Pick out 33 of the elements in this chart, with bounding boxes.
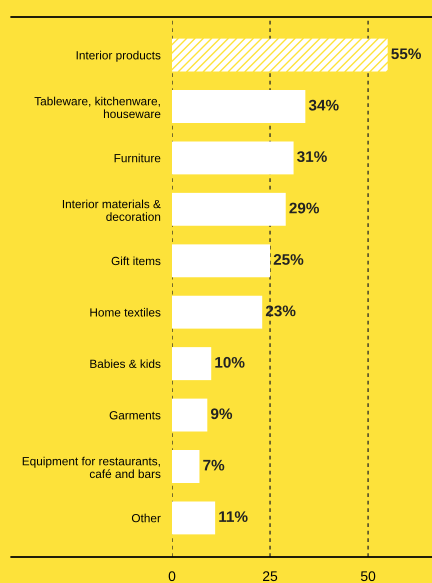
data-label: 31% — [297, 151, 327, 162]
y-tick-label: Interior products — [76, 50, 160, 62]
data-label: 7% — [203, 460, 224, 471]
bar — [172, 398, 208, 432]
bar — [172, 501, 216, 534]
x-tick-label: 0 — [168, 571, 176, 582]
data-label: 10% — [215, 356, 245, 368]
bar — [172, 244, 270, 278]
y-tick-label: Other — [132, 514, 161, 522]
y-tick-label: Babies & kids — [90, 359, 160, 368]
data-label: 55% — [391, 48, 421, 60]
data-label: 9% — [210, 408, 232, 420]
y-tick-label: Home textiles — [90, 308, 160, 317]
bar — [172, 141, 294, 174]
bar — [172, 347, 212, 380]
y-tick-label: Tableware, kitchenware, houseware — [34, 96, 160, 118]
y-tick-label: Interior materials & decoration — [62, 200, 161, 221]
x-tick-label: 25 — [263, 571, 278, 582]
y-tick-label: Gift items — [112, 256, 160, 266]
bar — [172, 296, 262, 329]
bar — [172, 90, 306, 123]
bar — [172, 38, 388, 72]
x-tick-label: 50 — [360, 571, 376, 582]
bar — [172, 450, 200, 483]
y-tick-label: Furniture — [114, 154, 160, 162]
data-label: 25% — [274, 254, 304, 265]
data-label: 29% — [289, 202, 320, 214]
bar — [172, 192, 286, 226]
y-tick-label: Equipment for restaurants, café and bars — [22, 456, 160, 478]
data-label: 23% — [266, 305, 296, 316]
data-label: 11% — [219, 511, 248, 522]
y-tick-label: Garments — [110, 411, 160, 420]
data-label: 34% — [308, 100, 339, 111]
